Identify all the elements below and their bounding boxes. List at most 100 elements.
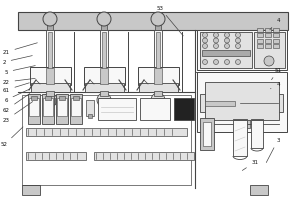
Bar bbox=[94, 152, 194, 160]
Circle shape bbox=[151, 12, 165, 26]
Bar bbox=[73, 96, 79, 100]
Bar bbox=[59, 96, 65, 100]
Bar bbox=[100, 30, 108, 70]
Bar bbox=[139, 83, 178, 92]
Bar bbox=[234, 120, 250, 128]
Circle shape bbox=[151, 93, 165, 107]
Bar bbox=[174, 98, 194, 120]
Bar bbox=[84, 67, 125, 85]
Bar bbox=[18, 12, 288, 188]
Bar bbox=[205, 82, 279, 120]
Bar bbox=[273, 44, 279, 48]
Circle shape bbox=[214, 44, 218, 48]
Bar bbox=[71, 98, 81, 116]
Bar bbox=[265, 38, 271, 43]
Bar bbox=[138, 67, 179, 85]
Bar bbox=[200, 118, 214, 150]
Text: 23: 23 bbox=[2, 102, 33, 122]
Text: 22: 22 bbox=[2, 78, 35, 84]
Circle shape bbox=[214, 32, 218, 38]
Circle shape bbox=[214, 38, 218, 43]
Bar bbox=[257, 33, 263, 37]
Bar bbox=[273, 27, 279, 31]
Bar bbox=[250, 185, 268, 195]
Bar bbox=[100, 91, 108, 96]
Bar bbox=[273, 38, 279, 43]
Text: 3: 3 bbox=[266, 138, 280, 163]
Bar bbox=[46, 91, 54, 96]
Bar bbox=[28, 94, 40, 124]
Bar bbox=[99, 98, 109, 104]
Circle shape bbox=[202, 44, 208, 48]
Circle shape bbox=[224, 32, 230, 38]
Circle shape bbox=[43, 93, 57, 107]
Bar bbox=[265, 33, 271, 37]
Circle shape bbox=[224, 38, 230, 43]
Circle shape bbox=[236, 44, 241, 48]
Bar bbox=[156, 32, 160, 70]
Bar bbox=[43, 98, 53, 116]
Bar bbox=[265, 44, 271, 48]
Bar bbox=[22, 95, 191, 185]
Text: 6: 6 bbox=[4, 89, 29, 102]
Text: 2: 2 bbox=[2, 56, 32, 64]
Bar bbox=[154, 30, 162, 70]
Bar bbox=[100, 68, 108, 84]
Bar bbox=[56, 94, 68, 124]
Bar bbox=[86, 100, 94, 116]
Bar bbox=[257, 44, 263, 48]
Bar bbox=[195, 92, 288, 188]
Circle shape bbox=[214, 60, 218, 64]
Bar bbox=[102, 32, 106, 70]
Bar bbox=[200, 32, 252, 68]
Bar bbox=[257, 27, 263, 31]
Bar bbox=[29, 98, 39, 116]
Bar bbox=[265, 27, 271, 31]
Bar bbox=[154, 91, 162, 96]
Bar bbox=[101, 19, 107, 30]
Bar bbox=[46, 30, 54, 70]
Text: 4: 4 bbox=[271, 82, 280, 89]
Bar bbox=[18, 12, 288, 30]
Bar bbox=[273, 33, 279, 37]
Bar bbox=[85, 83, 124, 92]
Bar bbox=[30, 67, 71, 85]
Circle shape bbox=[202, 38, 208, 43]
Bar bbox=[155, 19, 161, 30]
Bar bbox=[203, 122, 211, 146]
Bar bbox=[254, 32, 285, 68]
Bar bbox=[197, 72, 287, 132]
Bar bbox=[46, 68, 54, 84]
Bar bbox=[26, 128, 187, 136]
Bar bbox=[47, 19, 53, 30]
Circle shape bbox=[236, 32, 241, 38]
Circle shape bbox=[43, 12, 57, 26]
Text: 21: 21 bbox=[2, 43, 37, 54]
Bar bbox=[233, 120, 247, 156]
Bar bbox=[98, 98, 136, 120]
Circle shape bbox=[236, 60, 241, 64]
Text: 5: 5 bbox=[4, 66, 35, 74]
Bar bbox=[70, 94, 82, 124]
Circle shape bbox=[264, 56, 274, 66]
Bar bbox=[154, 68, 162, 84]
Text: 61: 61 bbox=[2, 83, 29, 92]
Circle shape bbox=[224, 60, 230, 64]
Bar bbox=[22, 185, 40, 195]
Bar bbox=[45, 96, 51, 100]
Bar bbox=[57, 98, 67, 116]
Text: 52: 52 bbox=[1, 127, 23, 148]
Bar bbox=[26, 152, 86, 160]
Bar bbox=[140, 98, 170, 120]
Text: 62: 62 bbox=[2, 94, 30, 112]
Bar bbox=[197, 30, 287, 70]
Bar bbox=[48, 32, 52, 70]
Bar bbox=[153, 98, 163, 104]
Bar bbox=[31, 96, 37, 100]
Text: 31: 31 bbox=[242, 160, 259, 170]
Bar bbox=[88, 114, 92, 118]
Text: 53: 53 bbox=[157, 5, 183, 36]
Bar bbox=[42, 94, 54, 124]
Bar bbox=[251, 120, 263, 148]
Circle shape bbox=[202, 60, 208, 64]
